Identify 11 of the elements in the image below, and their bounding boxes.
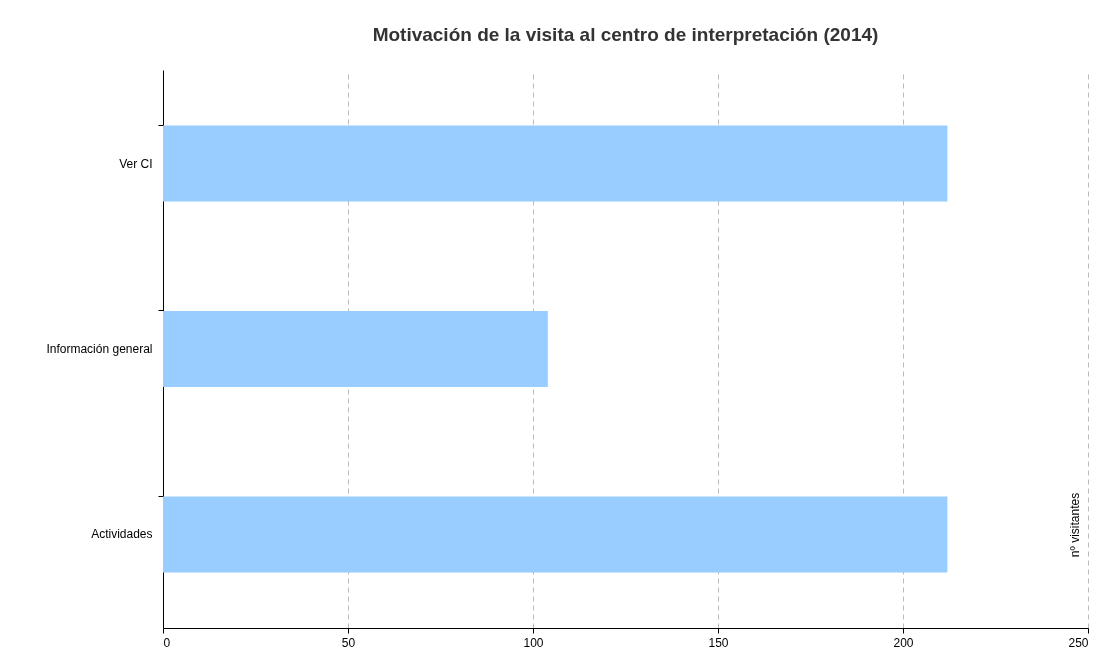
x-tick-label: 50 bbox=[341, 635, 356, 650]
x-tick-label: 250 bbox=[1068, 635, 1089, 650]
x-tick-label: 200 bbox=[893, 635, 914, 650]
y-tick-label: Ver CI bbox=[119, 156, 153, 171]
annotation: nº visitantes bbox=[1068, 492, 1082, 558]
y-tick-label: Información general bbox=[46, 342, 153, 356]
x-tick-label: 0 bbox=[163, 635, 171, 650]
x-tick-label: 150 bbox=[708, 635, 729, 650]
x-tick-label: 100 bbox=[523, 635, 544, 650]
chart-title: Motivación de la visita al centro de interpretación (2014) bbox=[372, 24, 879, 45]
y-tick-label: Actividades bbox=[91, 527, 153, 542]
